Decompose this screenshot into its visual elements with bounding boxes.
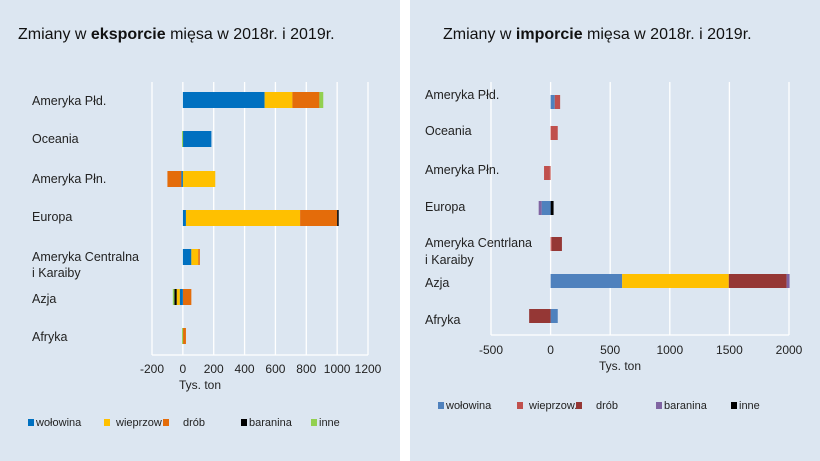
legend-label: baranina [249,417,293,429]
bar-segment-woowina [541,201,551,215]
legend-label: wieprzow [115,417,162,429]
x-tick-label: 200 [204,362,224,376]
legend-swatch [656,402,662,409]
bar-segment-inne [172,289,175,305]
category-label: Ameryka Centralna [32,250,139,264]
bar-segment-wieprzow [550,126,558,140]
legend-swatch [163,419,169,426]
category-label: Afryka [32,330,67,344]
x-tick-label: 1500 [716,343,743,357]
bar-segment-drb [728,274,787,288]
category-label: Europa [32,210,72,224]
bar-segment-woowina [550,309,558,323]
export-panel [0,0,400,461]
legend-swatch [28,419,34,426]
category-label: i Karaiby [425,253,474,267]
legend-swatch [731,402,737,409]
bar-segment-woowina [182,92,265,108]
legend-swatch [241,419,247,426]
x-tick-label: 800 [296,362,316,376]
bar-segment-wieprzow [264,92,293,108]
x-tick-label: -200 [140,362,164,376]
bar-segment-drb [300,210,338,226]
category-label: Ameryka Płd. [425,88,499,102]
legend-swatch [517,402,523,409]
category-label: i Karaiby [32,266,81,280]
legend-swatch [104,419,110,426]
bar-segment-wieprzow [554,95,561,109]
category-label: Oceania [32,132,79,146]
import-chart-title: Zmiany w imporcie mięsa w 2018r. i 2019r… [443,26,752,43]
bar-segment-inne [182,131,184,147]
bar-segment-inne [550,201,554,215]
bar-segment-wieprzow [622,274,729,288]
legend-label: wołowina [35,417,82,429]
x-tick-label: -500 [479,343,503,357]
bar-segment-baranina [786,274,790,288]
bar-segment-woowina [550,95,555,109]
bar-segment-baranina [337,210,339,226]
category-label: Oceania [425,124,472,138]
bar-segment-woowina [550,274,623,288]
export-chart-title: Zmiany w eksporcie mięsa w 2018r. i 2019… [18,26,335,43]
x-axis-title: Tys. ton [599,359,641,373]
x-tick-label: 0 [180,362,187,376]
x-tick-label: 600 [265,362,285,376]
x-tick-label: 1000 [324,362,351,376]
bar-segment-woowina [179,289,183,305]
x-tick-label: 500 [600,343,620,357]
bar-segment-wieprzow [191,249,199,265]
x-tick-label: 1000 [656,343,683,357]
bar-segment-drb [198,249,200,265]
legend-label: drób [596,400,618,412]
bar-segment-wieprzow [544,166,550,180]
legend-swatch [576,402,582,409]
bar-segment-woowina [182,249,192,265]
bar-segment-wieprzow [550,237,552,251]
legend-swatch [311,419,317,426]
bar-segment-woowina [181,171,183,187]
category-label: Azja [425,276,449,290]
bar-segment-drb [182,289,192,305]
legend-label: inne [319,417,340,429]
x-tick-label: 2000 [776,343,803,357]
x-tick-label: 400 [235,362,255,376]
category-label: Azja [32,292,56,306]
bar-segment-drb [182,328,186,344]
category-label: Europa [425,200,465,214]
bar-segment-baranina [174,289,177,305]
category-label: Ameryka Centrlana [425,236,532,250]
bar-segment-woowina [182,210,186,226]
bar-segment-inne [182,328,184,344]
bar-segment-drb [529,309,551,323]
bar-segment-wieprzow [549,166,551,180]
category-label: Ameryka Płn. [32,172,106,186]
bar-segment-drb [292,92,320,108]
legend-swatch [438,402,444,409]
category-label: Ameryka Płd. [32,94,106,108]
category-label: Ameryka Płn. [425,163,499,177]
bar-segment-baranina [538,201,542,215]
bar-segment-wieprzow [182,171,216,187]
category-label: Afryka [425,313,460,327]
legend-label: wołowina [445,400,492,412]
bar-segment-inne [319,92,324,108]
bar-segment-woowina [182,131,212,147]
bar-segment-wieprzow [185,210,301,226]
legend-label: baranina [664,400,708,412]
bar-segment-wieprzow [176,289,180,305]
legend-label: wieprzow. [528,400,577,412]
legend-label: drób [183,417,205,429]
bar-segment-drb [167,171,182,187]
x-tick-label: 1200 [355,362,382,376]
x-tick-label: 0 [547,343,554,357]
import-panel [410,0,820,461]
x-axis-title: Tys. ton [179,378,221,392]
bar-segment-drb [551,237,562,251]
legend-label: inne [739,400,760,412]
